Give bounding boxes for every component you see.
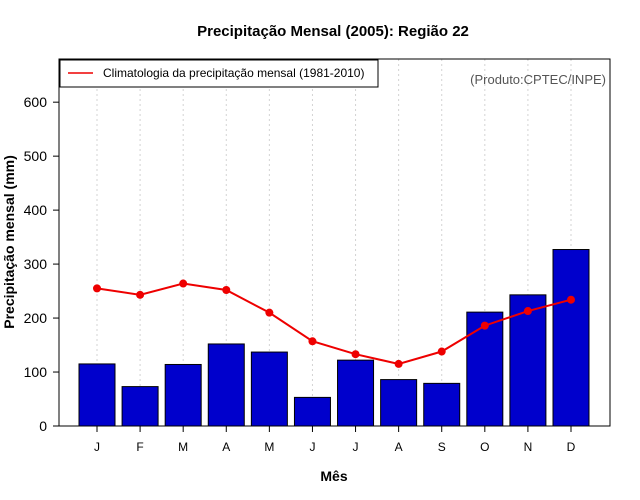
climatology-point-9 [437, 347, 446, 356]
bar-2 [121, 386, 159, 427]
x-tick-label-8: A [395, 440, 403, 454]
x-tick-label-9: S [438, 440, 446, 454]
climatology-point-6 [308, 337, 317, 346]
bar-series [78, 249, 590, 427]
x-tick-label-3: M [178, 440, 188, 454]
bar-1 [78, 363, 116, 427]
x-tick-label-7: J [353, 440, 359, 454]
climatology-point-3 [179, 279, 188, 288]
credit-annotation: (Produto:CPTEC/INPE) [470, 72, 606, 87]
bar-7 [337, 359, 375, 427]
legend-box [59, 59, 379, 88]
chart-title: Precipitação Mensal (2005): Região 22 [197, 23, 469, 40]
y-tick-label-400: 400 [24, 202, 48, 218]
y-tick-label-100: 100 [24, 364, 48, 380]
climatology-point-12 [567, 295, 575, 304]
y-tick-label-300: 300 [24, 256, 48, 272]
x-tick-label-11: N [524, 440, 533, 454]
climatology-point-2 [136, 290, 145, 299]
climatology-point-4 [222, 285, 231, 294]
bar-9 [423, 382, 461, 427]
bar-5 [250, 351, 288, 427]
bar-10 [466, 311, 504, 427]
climatology-point-5 [265, 308, 274, 317]
climatology-point-11 [523, 307, 532, 316]
bar-6 [293, 396, 331, 427]
climatology-point-1 [93, 284, 101, 293]
x-tick-label-10: O [480, 440, 489, 454]
climatology-line-series [93, 279, 575, 368]
x-tick-label-4: A [222, 440, 230, 454]
y-axis-title: Precipitação mensal (mm) [1, 155, 17, 329]
climatology-point-10 [480, 321, 489, 330]
legend: Climatologia da precipitação mensal (198… [59, 59, 379, 88]
climatology-line [96, 282, 572, 365]
x-axis-title: Mês [320, 468, 347, 484]
climatology-point-7 [351, 350, 360, 359]
x-tick-label-6: J [309, 440, 315, 454]
bar-4 [207, 343, 245, 427]
y-axis: 0 100 200 300 400 500 600 [24, 94, 60, 434]
bar-8 [380, 379, 418, 427]
y-tick-label-0: 0 [39, 418, 47, 434]
x-tick-label-1: J [94, 440, 100, 454]
climatology-point-8 [394, 359, 403, 368]
y-tick-label-600: 600 [24, 94, 48, 110]
legend-label: Climatologia da precipitação mensal (198… [103, 66, 364, 80]
x-tick-label-2: F [136, 440, 143, 454]
bar-12 [552, 249, 590, 427]
bar-3 [164, 363, 202, 427]
y-tick-label-200: 200 [24, 310, 48, 326]
x-tick-label-12: D [567, 440, 576, 454]
y-tick-label-500: 500 [24, 148, 48, 164]
x-tick-label-5: M [264, 440, 274, 454]
